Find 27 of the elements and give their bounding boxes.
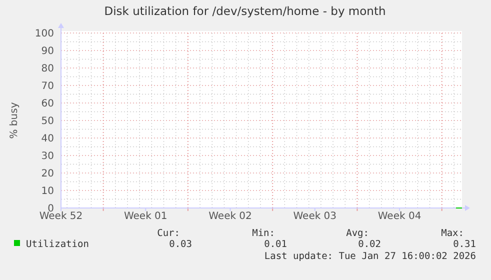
y-tick-label: 100 (34, 28, 54, 40)
y-tick-label: 40 (41, 134, 54, 144)
text: 0.01 (264, 239, 288, 250)
y-tick-label: 80 (41, 64, 54, 74)
x-tick-label: Week 03 (293, 211, 337, 222)
x-tick-label: Week 01 (124, 211, 168, 222)
text: Last update: Tue Jan 27 16:00:02 2026 (264, 251, 476, 262)
text: 0.31 (453, 239, 476, 250)
y-tick-label: 70 (41, 81, 54, 92)
legend-label: Utilization (26, 239, 89, 250)
text: 0.02 (358, 239, 381, 250)
x-tick-label: Week 52 (39, 211, 83, 222)
text: Min: (252, 228, 275, 239)
text: Max: (441, 228, 464, 239)
text: Cur: (157, 228, 180, 239)
y-tick-label: 10 (41, 186, 54, 197)
y-tick-label: 30 (41, 151, 54, 162)
y-tick-label: 60 (41, 98, 54, 110)
y-tick-label: 90 (41, 46, 54, 57)
text: Avg: (346, 228, 369, 239)
y-tick-label: 50 (41, 116, 54, 127)
text: 0.03 (169, 239, 192, 250)
y-tick-label: 20 (41, 168, 54, 180)
x-tick-label: Week 02 (208, 211, 252, 222)
y-axis-title: % busy (9, 102, 20, 139)
x-tick-label: Week 04 (378, 211, 422, 222)
chart-title: Disk utilization for /dev/system/home - by month (104, 4, 386, 18)
